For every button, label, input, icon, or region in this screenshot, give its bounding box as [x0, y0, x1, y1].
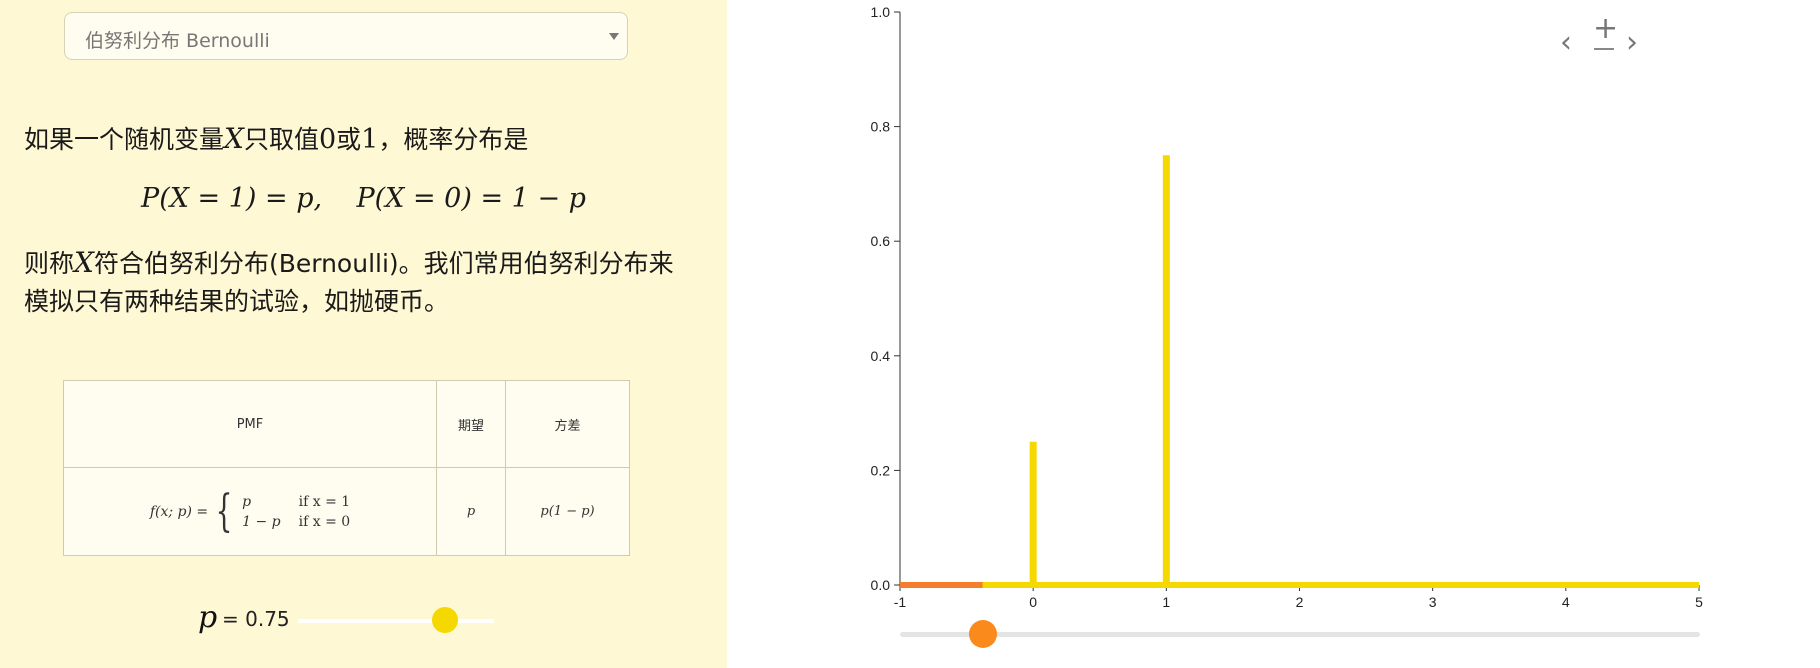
parameter-slider[interactable]: [298, 607, 494, 633]
zoom-in-icon[interactable]: +: [1593, 11, 1619, 46]
chevron-left-icon[interactable]: ‹: [1560, 25, 1572, 60]
properties-table: PMF 期望 方差 f(x; p) = { p if x = 1 1 − p i…: [63, 380, 630, 556]
x-value-slider[interactable]: [900, 620, 1700, 648]
x-slider-thumb[interactable]: [968, 620, 997, 648]
parameter-symbol: p: [198, 600, 218, 635]
x-tick-label: 3: [1429, 594, 1437, 610]
pmf-bar: [1029, 441, 1037, 585]
x-tick-label: 2: [1296, 594, 1304, 610]
y-tick-label: 0.8: [871, 119, 891, 135]
distribution-dropdown[interactable]: 伯努利分布 Bernoulli: [64, 12, 628, 60]
parameter-slider-thumb[interactable]: [432, 607, 458, 633]
variance-value: p(1 − p): [540, 504, 595, 519]
header-variance: 方差: [505, 380, 630, 468]
left-panel: 伯努利分布 Bernoulli 如果一个随机变量X只取值0或1，概率分布是 P(…: [0, 0, 727, 668]
math-variable: X: [224, 122, 244, 155]
pmf-formula: f(x; p) = { p if x = 1 1 − p if x = 0: [149, 485, 350, 537]
pmf-cases: p if x = 1 1 − p if x = 0: [242, 492, 350, 532]
description-text: 则称: [24, 249, 75, 278]
pmf-cell: f(x; p) = { p if x = 1 1 − p if x = 0: [63, 467, 437, 556]
dropdown-selected-label: 伯努利分布 Bernoulli: [85, 30, 270, 52]
math-variable: X: [74, 246, 94, 279]
x-slider-track[interactable]: [900, 632, 1700, 637]
chevron-down-icon: [609, 33, 619, 40]
intro-text: 只取值: [243, 125, 319, 154]
case-condition: if x = 1: [298, 493, 351, 510]
math-number: 0: [318, 124, 337, 155]
case-value: 1 − p: [242, 513, 281, 530]
intro-text: 或: [336, 125, 362, 154]
math-number: 1: [361, 124, 379, 155]
y-tick-label: 0.0: [871, 577, 891, 593]
pmf-lhs: f(x; p) =: [149, 503, 209, 520]
y-tick-label: 1.0: [871, 4, 891, 20]
intro-text: 如果一个随机变量: [24, 125, 225, 154]
y-tick-label: 0.6: [871, 233, 891, 249]
case-condition: if x = 0: [298, 513, 351, 530]
pmf-bar: [1162, 155, 1170, 585]
header-mean: 期望: [436, 380, 506, 468]
equation-part-1: P(X = 1) = p,: [141, 183, 323, 214]
x-tick-label: 4: [1562, 594, 1570, 610]
x-tick-label: 0: [1029, 594, 1037, 610]
probability-equation: P(X = 1) = p, P(X = 0) = 1 − p: [0, 183, 727, 214]
mean-cell: p: [436, 467, 506, 556]
intro-paragraph: 如果一个随机变量X只取值0或1，概率分布是: [24, 120, 528, 159]
description-text: 符合伯努利分布(Bernoulli)。我们常用伯努利分布来模拟只有两种结果的试验…: [24, 249, 674, 316]
equation-part-2: P(X = 0) = 1 − p: [356, 183, 586, 214]
x-tick-label: 5: [1695, 594, 1703, 610]
parameter-value: = 0.75: [222, 607, 290, 631]
case-value: p: [242, 493, 252, 510]
zoom-out-icon[interactable]: [1594, 48, 1614, 50]
x-tick-label: -1: [894, 594, 907, 610]
y-tick-label: 0.4: [871, 348, 891, 364]
chevron-right-icon[interactable]: ›: [1626, 25, 1638, 60]
description-paragraph: 则称X符合伯努利分布(Bernoulli)。我们常用伯努利分布来模拟只有两种结果…: [24, 244, 674, 321]
parameter-slider-track[interactable]: [298, 619, 494, 623]
variance-cell: p(1 − p): [505, 467, 630, 556]
brace-icon: {: [215, 485, 233, 537]
x-tick-label: 1: [1162, 594, 1170, 610]
intro-text: ，概率分布是: [378, 125, 529, 154]
mean-value: p: [466, 504, 476, 519]
y-tick-label: 0.2: [871, 462, 891, 478]
